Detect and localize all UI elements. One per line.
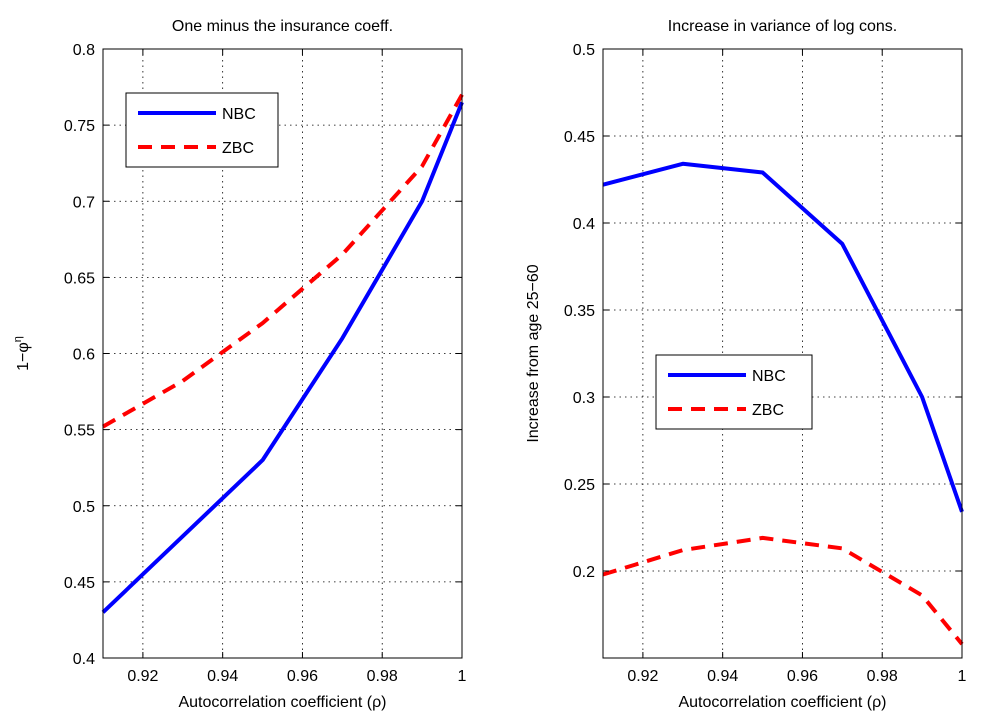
- left-chart-legend: NBC ZBC: [125, 92, 279, 168]
- right-chart-legend-zbc-label: ZBC: [752, 402, 784, 419]
- right-chart-ticks: 0.92 0.94 0.96 0.98 1 0.2 0.25 0.3 0.35 0.4 0.45 0.…: [564, 42, 967, 685]
- right-chart-y-tick-label: 0.45: [564, 129, 595, 146]
- left-chart-y-tick-label: 0.8: [73, 42, 95, 59]
- right-chart-y-tick-label: 0.25: [564, 477, 595, 494]
- right-chart-panel: 0.92 0.94 0.96 0.98 1 0.2 0.25 0.3 0.35 0.4 0.45 0.…: [525, 18, 967, 711]
- right-chart-y-axis-label-base: Increase from age 25−60: [525, 264, 542, 442]
- right-chart-series-nbc-line: [602, 161, 964, 513]
- left-chart-x-axis-label: Autocorrelation coefficient (ρ): [178, 694, 386, 711]
- left-chart-y-tick-label: 0.5: [73, 499, 95, 516]
- right-chart-x-tick-label: 0.96: [787, 668, 818, 685]
- left-chart-y-tick-label: 0.6: [73, 347, 95, 364]
- right-chart-x-tick-label: 1: [958, 668, 967, 685]
- left-chart-series-nbc-line: [101, 101, 464, 614]
- left-chart-legend-box: [125, 92, 279, 168]
- left-chart-x-tick-label: 0.96: [287, 668, 318, 685]
- right-chart-series: [602, 161, 964, 646]
- right-chart-series-zbc-line: [602, 535, 964, 646]
- left-chart-x-tick-label: 1: [458, 668, 467, 685]
- left-chart-grid: [103, 49, 462, 658]
- right-chart-legend-box: [655, 354, 813, 430]
- left-chart-panel: 0.92 0.94 0.96 0.98 1 0.4 0.45 0.5 0.55 0.6 0.65 0.…: [12, 18, 467, 711]
- left-chart-y-axis-label: 1−φη: [12, 336, 32, 371]
- right-chart-y-tick-label: 0.3: [573, 390, 595, 407]
- right-chart-x-axis-label: Autocorrelation coefficient (ρ): [678, 694, 886, 711]
- left-chart-y-axis-label-superscript: η: [12, 336, 24, 342]
- right-chart-legend-nbc-label: NBC: [752, 368, 786, 385]
- left-chart-x-tick-label: 0.98: [367, 668, 398, 685]
- right-chart-legend: NBC ZBC: [655, 354, 813, 430]
- left-chart-y-tick-label: 0.65: [64, 270, 95, 287]
- left-chart-y-tick-label: 0.7: [73, 194, 95, 211]
- left-chart-x-tick-label: 0.92: [127, 668, 158, 685]
- left-chart-series: [101, 93, 464, 614]
- right-chart-x-tick-label: 0.92: [627, 668, 658, 685]
- left-chart-y-tick-label: 0.45: [64, 575, 95, 592]
- right-chart-axes-box: [602, 48, 963, 659]
- left-chart-series-zbc-line: [102, 93, 464, 429]
- right-chart-y-tick-label: 0.2: [573, 564, 595, 581]
- left-chart-legend-nbc-label: NBC: [222, 106, 256, 123]
- right-chart-y-tick-label: 0.4: [573, 216, 595, 233]
- left-chart-ticks: 0.92 0.94 0.96 0.98 1 0.4 0.45 0.5 0.55 0.6 0.65 0.…: [64, 42, 467, 685]
- left-chart-y-axis-label-base: 1−φ: [15, 342, 32, 371]
- left-chart-y-tick-label: 0.75: [64, 118, 95, 135]
- left-chart-x-tick-label: 0.94: [207, 668, 238, 685]
- right-chart-x-tick-label: 0.98: [867, 668, 898, 685]
- left-chart-y-tick-label: 0.4: [73, 651, 95, 668]
- right-chart-x-tick-label: 0.94: [707, 668, 738, 685]
- right-chart-y-axis-label: Increase from age 25−60: [525, 264, 542, 442]
- left-chart-title: One minus the insurance coeff.: [172, 18, 393, 35]
- left-chart-y-tick-label: 0.55: [64, 423, 95, 440]
- right-chart-title: Increase in variance of log cons.: [668, 18, 897, 35]
- left-chart-legend-zbc-label: ZBC: [222, 140, 254, 157]
- right-chart-y-tick-label: 0.35: [564, 303, 595, 320]
- right-chart-y-tick-label: 0.5: [573, 42, 595, 59]
- right-chart-grid: [603, 49, 962, 658]
